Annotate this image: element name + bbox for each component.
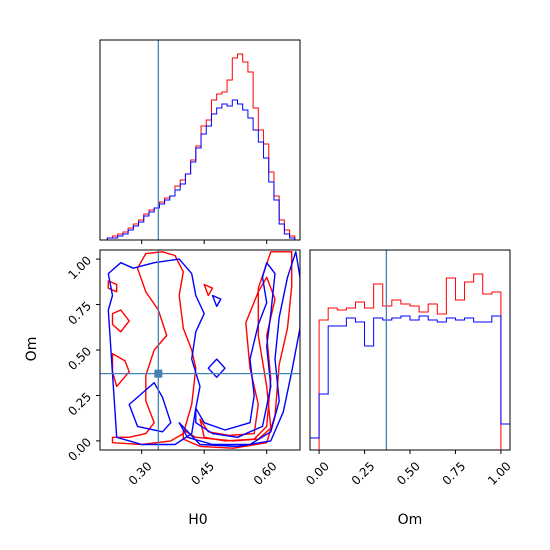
om-hist-blue-series <box>309 315 511 450</box>
h0-hist-frame <box>99 39 301 241</box>
om-histogram-panel: 0.00 0.25 0.50 0.75 1.00 <box>303 249 514 488</box>
om-x-tick-label: 0.25 <box>349 459 378 488</box>
truth-marker <box>154 369 163 378</box>
contour-red-2 <box>111 251 197 446</box>
om-axis-label-bottom: Om <box>398 512 423 528</box>
om-tick-label: 0.75 <box>65 299 94 328</box>
contour-blue-3 <box>107 258 205 446</box>
contour-red-1 <box>199 276 276 442</box>
om-hist-frame <box>309 249 511 451</box>
axis-labels: H0 Om Om <box>24 337 422 528</box>
h0-tick-label: 0.45 <box>188 459 217 488</box>
om-x-tick-label: 0.00 <box>303 459 332 488</box>
contour-red-3 <box>111 352 130 388</box>
om-tick-label: 0.50 <box>65 344 94 373</box>
om-tick-label: 0.25 <box>65 390 94 419</box>
om-tick-label: 1.00 <box>65 253 94 282</box>
h0-axis-label: H0 <box>188 512 207 528</box>
contour-blue-5 <box>211 294 222 308</box>
h0-tick-label: 0.30 <box>126 459 155 488</box>
h0-tick-label: 0.60 <box>251 459 280 488</box>
contour-lines-group <box>107 251 300 449</box>
contour-blue-2 <box>128 382 172 433</box>
contour-red-6 <box>203 283 214 297</box>
h0-om-contour-panel: 0.30 0.45 0.60 0.00 0.25 0.50 0.75 1.00 <box>65 249 301 488</box>
om-tick-label: 0.00 <box>65 435 94 464</box>
contour-red-5 <box>111 309 130 333</box>
om-axis-label-left: Om <box>24 337 40 362</box>
om-x-tick-label: 0.50 <box>394 459 423 488</box>
contour-blue-4 <box>207 358 226 378</box>
h0-hist-blue-series <box>102 99 300 241</box>
om-x-tick-label: 0.75 <box>440 459 469 488</box>
contour-blue-1 <box>195 262 276 438</box>
om-x-tick-label: 1.00 <box>485 459 514 488</box>
h0-histogram-panel <box>99 39 301 244</box>
contour-blue-0 <box>178 251 300 448</box>
contour-red-4 <box>107 280 118 293</box>
om-hist-red-series <box>310 273 510 451</box>
